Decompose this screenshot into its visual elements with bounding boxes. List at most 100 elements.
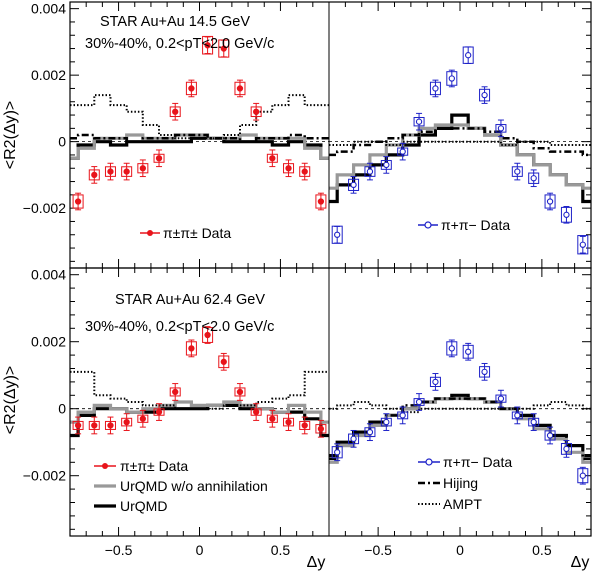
data-point: [432, 85, 439, 92]
svg-text:Hijing: Hijing: [443, 475, 478, 491]
series-urqmd: [70, 136, 329, 160]
legend-bottom-left: π±π± Data UrQMD w/o annihilation UrQMD: [94, 458, 268, 514]
data-point: [497, 125, 505, 132]
legend-top-right: π+π− Data: [418, 217, 510, 233]
data-point: [350, 181, 357, 189]
x-tick-label: 0: [196, 542, 204, 558]
series-hijing: [70, 133, 329, 143]
y-tick-label: 0.004: [31, 267, 66, 283]
data-point: [366, 168, 374, 175]
series-ampt: [329, 140, 591, 146]
x-axis-label-left: Δy: [307, 554, 326, 571]
series-hijing: [329, 127, 591, 157]
plot-area: −0.002 0 0.002 0.004 −0.002 0 0.002 0.004 −0.5 0 0…: [23, 1, 592, 558]
data-point: [415, 118, 423, 125]
x-tick-label: −0.5: [105, 542, 133, 558]
data-point: [123, 418, 130, 426]
y-axis-label-bottom: <R2(Δy)>: [2, 366, 19, 434]
data-point: [514, 412, 521, 419]
data-point: [383, 161, 390, 169]
data-point: [107, 422, 114, 429]
data-point: [139, 165, 146, 172]
data-point: [220, 45, 227, 52]
data-point: [481, 91, 488, 99]
svg-text:π±π± Data: π±π± Data: [163, 225, 231, 241]
data-point: [497, 395, 505, 402]
svg-text:AMPT: AMPT: [443, 496, 482, 512]
data-point: [366, 428, 374, 436]
data-point: [155, 408, 163, 416]
y-tick-label: 0: [58, 401, 66, 417]
y-tick-label: −0.002: [23, 200, 66, 216]
series-ampt: [70, 94, 329, 140]
subtitle-top: 30%-40%, 0.2<pT<2.0 GeV/c: [85, 36, 274, 52]
panel-bottom-right: −0.5 0 0.5: [328, 268, 592, 558]
data-point: [220, 358, 227, 365]
data-point: [383, 418, 390, 426]
y-tick-label: 0.004: [31, 1, 66, 17]
data-point: [253, 408, 260, 416]
data-point: [465, 348, 472, 355]
data-point: [465, 52, 472, 59]
data-point: [204, 331, 211, 339]
data-point: [317, 425, 325, 432]
data-point: [546, 432, 554, 439]
title-bottom: STAR Au+Au 62.4 GeV: [115, 292, 265, 308]
data-point: [546, 198, 554, 205]
y-tick-label: −0.002: [23, 468, 66, 484]
data-point: [172, 388, 179, 396]
data-point: [415, 398, 423, 406]
y-tick-label: 0: [58, 134, 66, 150]
x-tick-label: 0: [456, 542, 464, 558]
svg-text:π+π− Data: π+π− Data: [443, 454, 512, 470]
data-point: [107, 168, 114, 175]
data-point: [139, 415, 146, 422]
data-point: [74, 422, 82, 429]
data-point: [514, 168, 521, 175]
data-point: [334, 231, 341, 238]
data-point: [236, 85, 244, 92]
data-point: [579, 472, 586, 479]
data-point: [91, 422, 98, 429]
series-urqmd-w-o-annihilation: [70, 400, 329, 424]
data-point: [269, 415, 276, 422]
series-ampt: [70, 370, 329, 410]
sys-box: [577, 235, 589, 255]
data-point: [236, 388, 244, 396]
x-axis-label-right: Δy: [571, 554, 590, 571]
series-urqmd-w-o-annihilation: [329, 123, 591, 190]
y-tick-label: 0.002: [31, 67, 66, 83]
data-point: [172, 108, 179, 115]
svg-text:π+π− Data: π+π− Data: [441, 217, 510, 233]
data-point: [285, 418, 292, 426]
data-point: [350, 435, 357, 442]
data-point: [74, 198, 82, 205]
x-tick-label: −0.5: [364, 542, 392, 558]
y-tick-label: 0.002: [31, 334, 66, 350]
data-point: [188, 345, 195, 352]
data-point: [432, 378, 439, 386]
data-point: [204, 42, 211, 49]
data-point: [285, 165, 292, 172]
data-point: [579, 241, 586, 248]
data-point: [399, 148, 406, 155]
data-point: [481, 368, 488, 375]
data-point: [448, 345, 455, 352]
data-point: [188, 85, 195, 92]
panel-top-right: [328, 2, 592, 268]
data-point: [301, 168, 308, 175]
data-point: [317, 198, 325, 205]
series-urqmd: [70, 403, 329, 438]
data-point: [563, 211, 570, 218]
data-point: [530, 175, 537, 182]
subtitle-bottom: 30%-40%, 0.2<pT<2.0 GeV/c: [85, 319, 274, 335]
data-point: [155, 155, 163, 162]
data-point: [91, 171, 98, 179]
data-point: [269, 155, 276, 162]
svg-text:UrQMD w/o annihilation: UrQMD w/o annihilation: [120, 478, 268, 494]
data-point: [563, 445, 570, 453]
series-ampt: [329, 401, 591, 414]
legend-bottom-right: π+π− Data Hijing AMPT: [418, 454, 512, 512]
data-point: [334, 449, 341, 456]
